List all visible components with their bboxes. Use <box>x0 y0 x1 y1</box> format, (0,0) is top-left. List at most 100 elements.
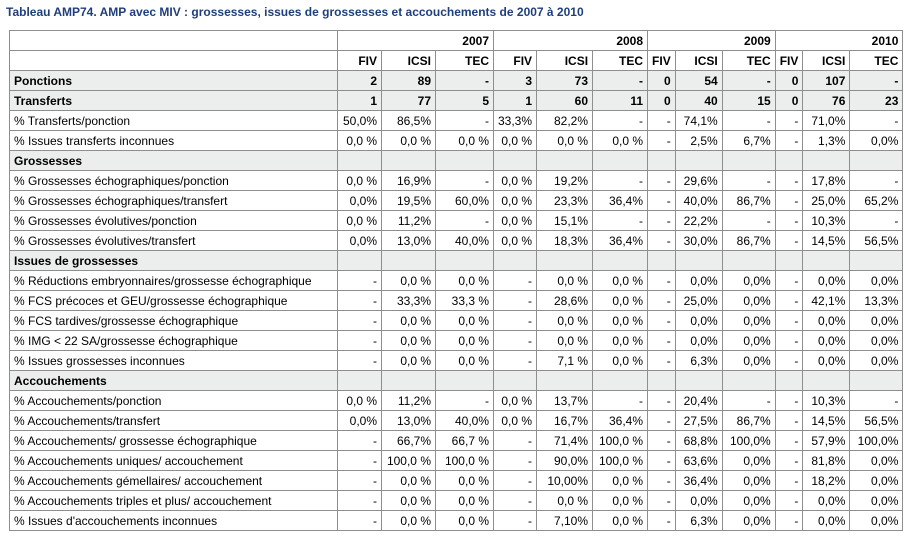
table-row: % Accouchements triples et plus/ accouch… <box>9 490 904 511</box>
value-cell: 22,2% <box>674 210 723 231</box>
table-row: % Accouchements/ponction 0,0 % 11,2% -0,0 %… <box>9 390 904 411</box>
value-cell: - <box>849 70 904 91</box>
value-cell: 54 <box>674 70 723 91</box>
value-cell <box>492 150 538 171</box>
value-cell: - <box>774 190 804 211</box>
value-cell: 0,0% <box>721 290 776 311</box>
value-cell: 81,8% <box>802 450 851 471</box>
value-cell: 100,0% <box>721 430 776 451</box>
value-cell <box>381 250 436 271</box>
row-label: % Accouchements gémellaires/ accouchemen… <box>9 470 338 491</box>
value-cell: - <box>647 490 676 511</box>
subcolumn-header: TEC <box>592 50 649 71</box>
value-cell: 40,0% <box>674 190 723 211</box>
value-cell: 0,0% <box>802 510 851 531</box>
value-cell: 40,0% <box>435 410 494 431</box>
value-cell: 0 <box>647 90 676 111</box>
value-cell: 0,0 % <box>492 210 538 231</box>
value-cell: - <box>647 510 676 531</box>
value-cell: 86,5% <box>381 110 436 131</box>
subcolumn-header: ICSI <box>536 50 594 71</box>
value-cell: - <box>721 170 776 191</box>
value-cell: - <box>774 310 804 331</box>
value-cell: 5 <box>435 90 494 111</box>
value-cell: 0,0 % <box>592 290 649 311</box>
value-cell: 17,8% <box>802 170 851 191</box>
value-cell: 18,2% <box>802 470 851 491</box>
value-cell: - <box>774 470 804 491</box>
value-cell: 100,0 % <box>592 450 649 471</box>
value-cell: 16,7% <box>536 410 594 431</box>
value-cell <box>721 250 776 271</box>
value-cell: 86,7% <box>721 230 776 251</box>
value-cell: - <box>492 330 538 351</box>
row-label: % Accouchements uniques/ accouchement <box>9 450 338 471</box>
value-cell: 50,0% <box>337 110 382 131</box>
value-cell: - <box>435 110 494 131</box>
value-cell: - <box>849 210 904 231</box>
value-cell <box>721 370 776 391</box>
value-cell: 0,0 % <box>592 310 649 331</box>
value-cell: 0,0% <box>849 350 904 371</box>
value-cell: 10,3% <box>802 210 851 231</box>
value-cell: - <box>774 490 804 511</box>
value-cell: - <box>647 110 676 131</box>
table-row: Ponctions 2 89-3 73-0 54-0 107- <box>9 70 904 91</box>
subcolumn-header: TEC <box>849 50 904 71</box>
value-cell: 0,0 % <box>381 510 436 531</box>
value-cell: - <box>647 350 676 371</box>
value-cell <box>435 150 494 171</box>
year-header-row: 2007 2008 2009 2010 <box>9 30 904 51</box>
value-cell: 0,0 % <box>492 410 538 431</box>
table-row: % Accouchements gémellaires/ accouchemen… <box>9 470 904 491</box>
value-cell <box>647 150 676 171</box>
value-cell: 0,0% <box>802 330 851 351</box>
value-cell: 0,0% <box>802 490 851 511</box>
value-cell: - <box>647 450 676 471</box>
value-cell: 0,0 % <box>337 390 382 411</box>
value-cell <box>337 250 382 271</box>
value-cell: 0,0% <box>849 490 904 511</box>
value-cell: - <box>435 210 494 231</box>
value-cell <box>802 250 851 271</box>
subcolumn-header: FIV <box>492 50 538 71</box>
value-cell: 0,0 % <box>435 490 494 511</box>
value-cell: 15,1% <box>536 210 594 231</box>
value-cell: - <box>337 290 382 311</box>
value-cell: 1,3% <box>802 130 851 151</box>
value-cell: 0,0% <box>721 350 776 371</box>
value-cell: - <box>774 170 804 191</box>
value-cell: - <box>592 170 649 191</box>
row-label: % Transferts/ponction <box>9 110 338 131</box>
value-cell: 74,1% <box>674 110 723 131</box>
value-cell <box>592 250 649 271</box>
value-cell <box>849 250 904 271</box>
table-row: % Réductions embryonnaires/grossesse éch… <box>9 270 904 291</box>
value-cell: 0,0% <box>849 510 904 531</box>
value-cell: - <box>337 350 382 371</box>
row-label: Ponctions <box>9 70 338 91</box>
value-cell: - <box>337 470 382 491</box>
value-cell: - <box>337 310 382 331</box>
value-cell: 0,0 % <box>592 270 649 291</box>
value-cell: - <box>721 390 776 411</box>
value-cell: 16,9% <box>381 170 436 191</box>
value-cell: 15 <box>721 90 776 111</box>
value-cell: - <box>647 230 676 251</box>
value-cell: 0,0 % <box>381 310 436 331</box>
value-cell: 0,0 % <box>337 130 382 151</box>
value-cell: 11,2% <box>381 210 436 231</box>
value-cell <box>337 370 382 391</box>
value-cell: 0,0 % <box>492 230 538 251</box>
year-header: 2007 <box>337 30 494 51</box>
value-cell: 13,7% <box>536 390 594 411</box>
label-header-cell <box>9 50 338 71</box>
value-cell: - <box>337 270 382 291</box>
value-cell: 0,0% <box>849 310 904 331</box>
value-cell: - <box>774 210 804 231</box>
value-cell <box>592 150 649 171</box>
value-cell <box>536 150 594 171</box>
value-cell: - <box>492 430 538 451</box>
value-cell: - <box>492 350 538 371</box>
value-cell: 0,0 % <box>592 470 649 491</box>
